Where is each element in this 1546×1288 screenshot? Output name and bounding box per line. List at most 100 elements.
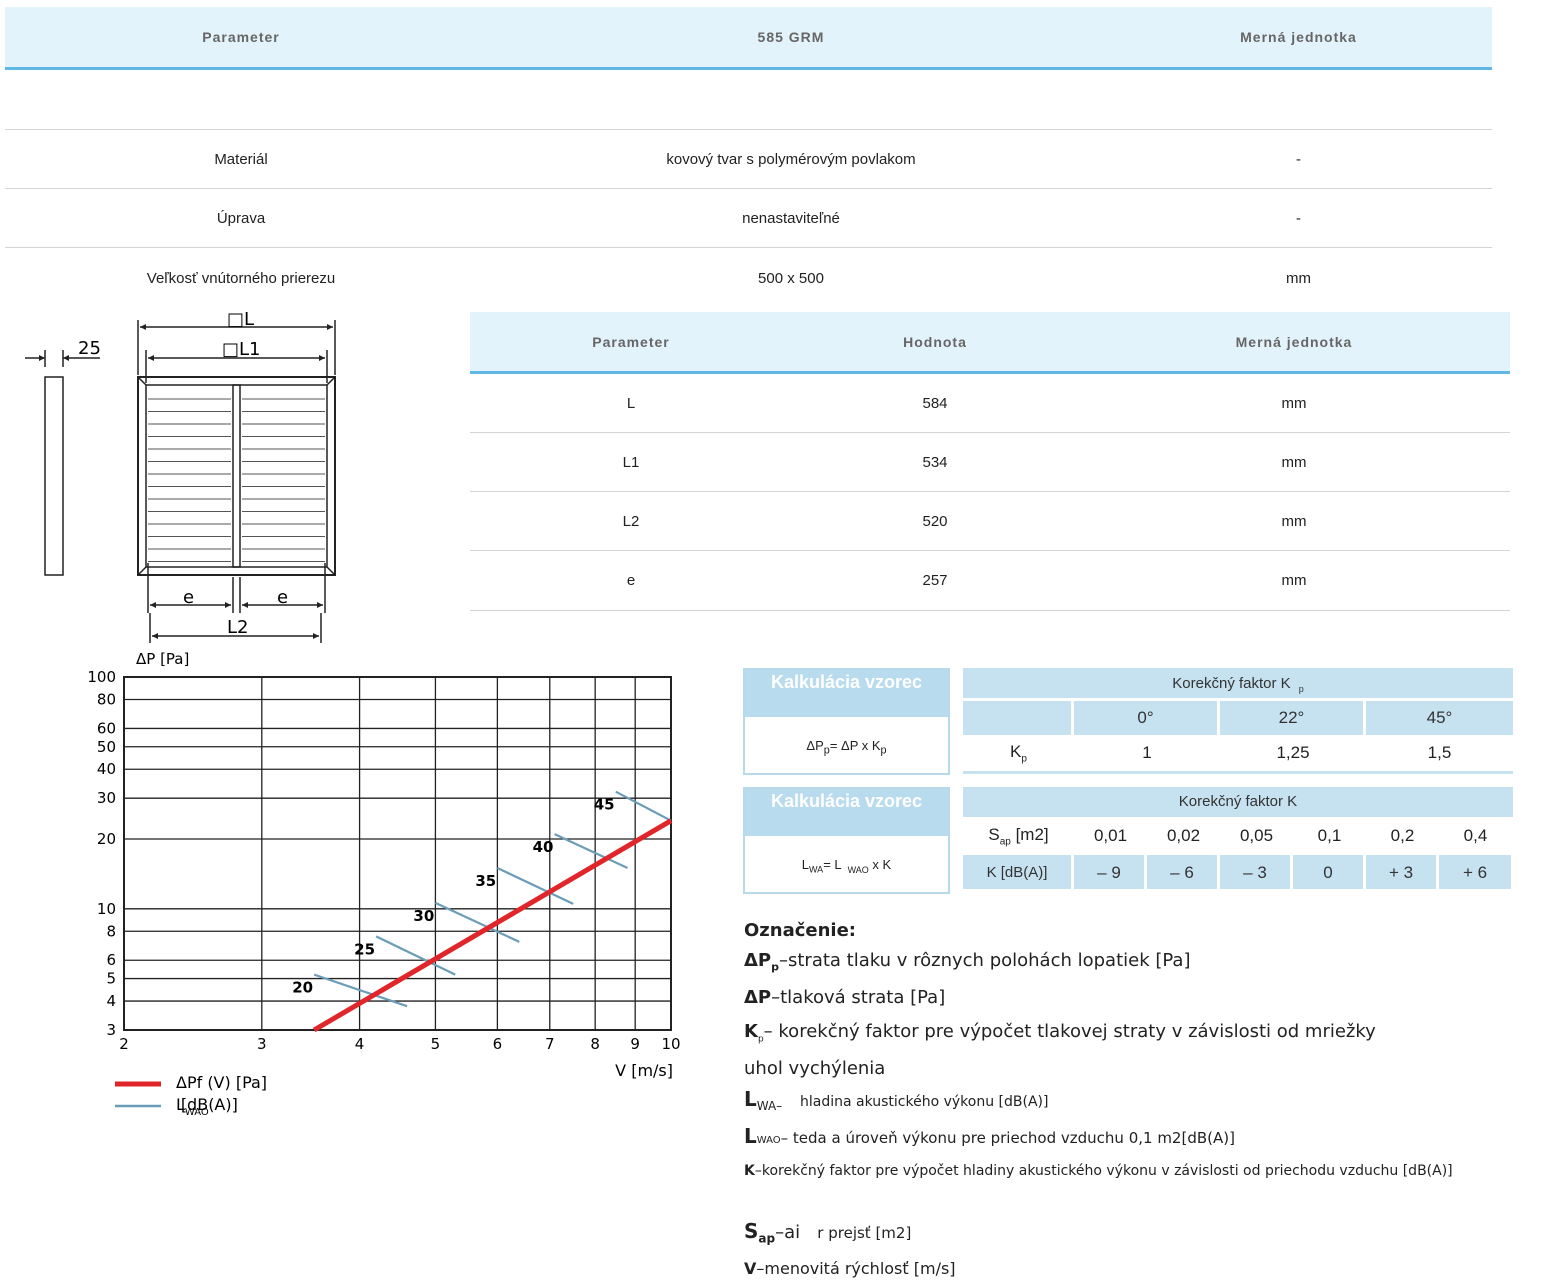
k-db-value: – 3 xyxy=(1220,855,1290,889)
noise-level-line xyxy=(554,833,629,869)
k-db-value: – 6 xyxy=(1147,855,1217,889)
legend-line: Sap–ai r prejsť [m2] xyxy=(744,1218,912,1246)
table-row: e 257 mm xyxy=(470,551,1510,611)
y-tick-label: 20 xyxy=(97,830,116,848)
table-cell: 257 xyxy=(922,572,948,589)
y-tick-label: 30 xyxy=(97,789,116,807)
legend-line: uhol vychýlenia xyxy=(744,1058,886,1080)
y-tick-label: 3 xyxy=(106,1021,116,1039)
y-tick-label: 4 xyxy=(106,992,116,1010)
table-row: L 584 mm xyxy=(470,374,1510,433)
kp-angle-cell: 45° xyxy=(1366,701,1513,735)
legend-line: ΔPp–strata tlaku v rôznych polohách lopa… xyxy=(744,950,1191,974)
parameters-table: Parameter 585 GRM Merná jednotka Materiá… xyxy=(5,7,1492,308)
noise-level-label: 35 xyxy=(475,872,496,890)
pressure-loss-line xyxy=(312,818,673,1033)
y-tick-label: 6 xyxy=(106,951,116,969)
table-cell: 500 x 500 xyxy=(758,269,824,287)
k-sap-value: 0,05 xyxy=(1239,826,1274,845)
noise-level-line xyxy=(313,973,408,1008)
noise-level-line xyxy=(375,935,456,976)
legend-line: V–menovitá rýchlosť [m/s] xyxy=(744,1258,956,1278)
header-cell: Merná jednotka xyxy=(1240,29,1357,45)
k-correction-table: Korekčný faktor K Sap [m2] 0,01 0,02 0,0… xyxy=(963,787,1513,889)
legend-label-noise: LWAO[dB(A)] xyxy=(176,1095,238,1118)
kp-angle-cell: 22° xyxy=(1220,701,1363,735)
y-tick-label: 5 xyxy=(106,970,116,988)
x-tick-label: 2 xyxy=(119,1035,129,1053)
table-row: L1 534 mm xyxy=(470,433,1510,492)
legend-line: Kp– korekčný faktor pre výpočet tlakovej… xyxy=(744,1020,1376,1045)
k-db-value: – 9 xyxy=(1074,855,1144,889)
calc-box-noise: Kalkulácia vzorec LWA= L WAO x K xyxy=(743,787,950,894)
table-cell: L1 xyxy=(622,453,640,471)
table-cell: mm xyxy=(1281,512,1307,530)
kp-row-label: Kp xyxy=(1010,741,1027,765)
noise-level-label: 40 xyxy=(533,838,554,856)
y-tick-label: 60 xyxy=(97,719,116,737)
kp-empty-cell xyxy=(963,701,1071,735)
table-header: Parameter Hodnota Merná jednotka xyxy=(470,312,1510,374)
kp-value: 1,5 xyxy=(1427,743,1452,762)
k-sap-value: 0,1 xyxy=(1317,826,1342,845)
k-title: Korekčný faktor K xyxy=(963,787,1513,817)
header-cell: Parameter xyxy=(592,333,670,350)
table-cell: Materiál xyxy=(214,150,268,168)
y-tick-label: 40 xyxy=(97,760,116,778)
header-cell: Parameter xyxy=(202,29,280,45)
kp-value-row: Kp 1 1,25 1,5 xyxy=(963,735,1513,774)
noise-level-label: 20 xyxy=(292,979,313,997)
k-sap-value: 0,02 xyxy=(1166,826,1201,845)
table-cell: Veľkosť vnútorného prierezu xyxy=(146,269,336,287)
table-cell: kovový tvar s polymérovým povlakom xyxy=(666,150,916,168)
table-cell: 584 xyxy=(922,394,948,412)
table-cell: mm xyxy=(1281,453,1307,471)
table-cell: nenastaviteľné xyxy=(742,209,840,227)
header-cell: 585 GRM xyxy=(757,29,825,45)
kp-value: 1 xyxy=(1142,743,1152,762)
table-row: Veľkosť vnútorného prierezu 500 x 500 mm xyxy=(5,248,1492,308)
legend-line: K–korekčný faktor pre výpočet hladiny ak… xyxy=(744,1162,1453,1179)
table-cell: mm xyxy=(1281,572,1307,589)
kp-value: 1,25 xyxy=(1276,743,1310,762)
x-tick-label: 9 xyxy=(630,1035,640,1053)
y-tick-label: 100 xyxy=(87,668,116,686)
x-tick-label: 4 xyxy=(355,1035,365,1053)
kp-angle-cell: 0° xyxy=(1074,701,1217,735)
header-cell: Hodnota xyxy=(903,333,967,350)
table-row: L2 520 mm xyxy=(470,492,1510,551)
noise-level-line xyxy=(496,866,574,905)
calc-box-head: Kalkulácia vzorec xyxy=(745,789,948,836)
table-row: Materiál kovový tvar s polymérovým povla… xyxy=(5,130,1492,189)
k-db-value: + 6 xyxy=(1439,855,1511,889)
table-cell: L2 xyxy=(622,512,640,530)
y-axis-title: ΔP [Pa] xyxy=(136,650,189,668)
calc-box-pressure: Kalkulácia vzorec ΔPp= ΔP x Kp xyxy=(743,668,950,775)
k-db-label: K [dB(A)] xyxy=(963,855,1071,889)
k-db-value: + 3 xyxy=(1366,855,1436,889)
x-tick-label: 10 xyxy=(661,1035,680,1053)
k-sap-row: Sap [m2] 0,01 0,02 0,05 0,1 0,2 0,4 xyxy=(963,817,1513,855)
grille-drawing: 25 □L □L1 e e L2 xyxy=(25,309,336,643)
noise-level-line xyxy=(434,901,520,943)
formula-noise: LWA= L WAO x K xyxy=(801,857,892,875)
x-tick-label: 7 xyxy=(545,1035,555,1053)
dim-L-label: □L xyxy=(227,309,254,330)
x-tick-label: 3 xyxy=(257,1035,267,1053)
designation-legend: Označenie: ΔPp–strata tlaku v rôznych po… xyxy=(744,916,1534,1284)
legend-line: LWAO– teda a úroveň výkonu pre priechod … xyxy=(744,1123,1235,1148)
noise-level-label: 45 xyxy=(594,796,615,814)
y-tick-label: 80 xyxy=(97,690,116,708)
noise-level-label: 30 xyxy=(413,907,434,925)
k-db-value: 0 xyxy=(1293,855,1363,889)
table-cell: - xyxy=(1296,209,1301,227)
table-cell: Úprava xyxy=(216,209,266,227)
k-db-row: K [dB(A)] – 9 – 6 – 3 0 + 3 + 6 xyxy=(963,855,1513,889)
dim-e-label: e xyxy=(277,587,288,608)
side-profile xyxy=(44,376,64,576)
legend-line: LWA– hladina akustického výkonu [dB(A)] xyxy=(744,1087,1049,1113)
calc-box-head: Kalkulácia vzorec xyxy=(745,670,948,717)
